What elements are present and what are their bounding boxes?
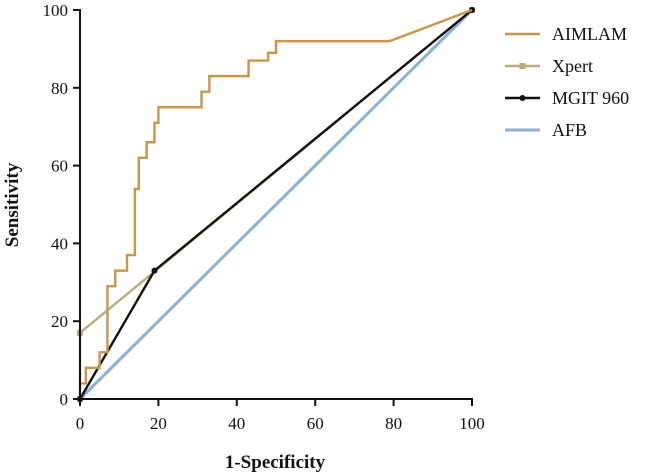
x-tick-label-80: 80 — [385, 414, 402, 433]
x-tick-label-0: 0 — [76, 414, 85, 433]
series-line-afb — [78, 8, 474, 401]
legend-item-aimlam: AIMLAM — [505, 24, 627, 44]
axes: 0 20 40 60 80 100 0 20 40 60 80 100 — [43, 1, 485, 433]
legend-item-xpert: Xpert — [505, 56, 593, 76]
y-tick-label-0: 0 — [60, 390, 69, 409]
y-tick-label-20: 20 — [51, 312, 68, 331]
y-axis-title: Sensitivity — [2, 162, 23, 247]
x-tick-label-20: 20 — [150, 414, 167, 433]
y-tick-label-60: 60 — [51, 157, 68, 176]
x-tick-label-100: 100 — [459, 414, 485, 433]
legend-label-xpert: Xpert — [552, 56, 593, 76]
legend-label-aimlam: AIMLAM — [552, 24, 627, 44]
y-tick-label-40: 40 — [51, 234, 68, 253]
series-line-aimlam — [78, 8, 473, 399]
legend: AIMLAM Xpert MGIT 960 AFB — [505, 24, 629, 140]
legend-label-mgit-960: MGIT 960 — [552, 88, 629, 108]
x-tick-label-40: 40 — [228, 414, 245, 433]
legend-item-mgit-960: MGIT 960 — [505, 88, 629, 108]
legend-label-afb: AFB — [552, 120, 587, 140]
legend-marker-xpert — [519, 63, 526, 69]
point-mgit-960-1 — [151, 267, 158, 274]
legend-item-afb: AFB — [505, 120, 587, 140]
x-tick-label-60: 60 — [307, 414, 324, 433]
x-axis-title: 1-Specificity — [225, 452, 326, 473]
legend-marker-mgit-960 — [519, 95, 526, 101]
plot-area — [77, 7, 475, 402]
y-tick-label-80: 80 — [51, 79, 68, 98]
y-tick-label-100: 100 — [43, 1, 69, 20]
